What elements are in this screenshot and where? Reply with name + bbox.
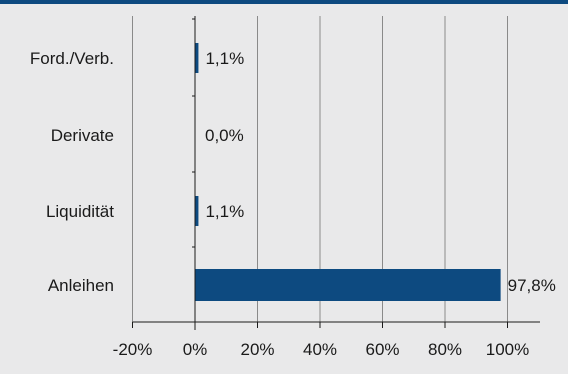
category-label: Derivate: [51, 126, 114, 145]
labels: -20% 0% 20% 40% 60% 80% 100% Ford./Verb. Derivat…: [30, 49, 556, 359]
bar: [195, 269, 501, 301]
bars: [195, 43, 501, 301]
x-tick-label: 60%: [365, 340, 399, 359]
category-label: Anleihen: [48, 276, 114, 295]
header-band: [0, 0, 568, 4]
value-label: 1,1%: [205, 49, 244, 68]
value-label: 0,0%: [205, 126, 244, 145]
axes: [132, 16, 540, 330]
x-tick-label: -20%: [113, 340, 153, 359]
x-tick-label: 20%: [240, 340, 274, 359]
x-tick-label: 40%: [303, 340, 337, 359]
category-label: Liquidität: [46, 202, 114, 221]
value-label: 1,1%: [205, 202, 244, 221]
x-tick-label: 100%: [486, 340, 529, 359]
value-label: 97,8%: [508, 276, 556, 295]
bar: [195, 43, 199, 73]
x-tick-label: 0%: [183, 340, 208, 359]
x-tick-label: 80%: [428, 340, 462, 359]
bar: [195, 196, 199, 226]
category-label: Ford./Verb.: [30, 49, 114, 68]
